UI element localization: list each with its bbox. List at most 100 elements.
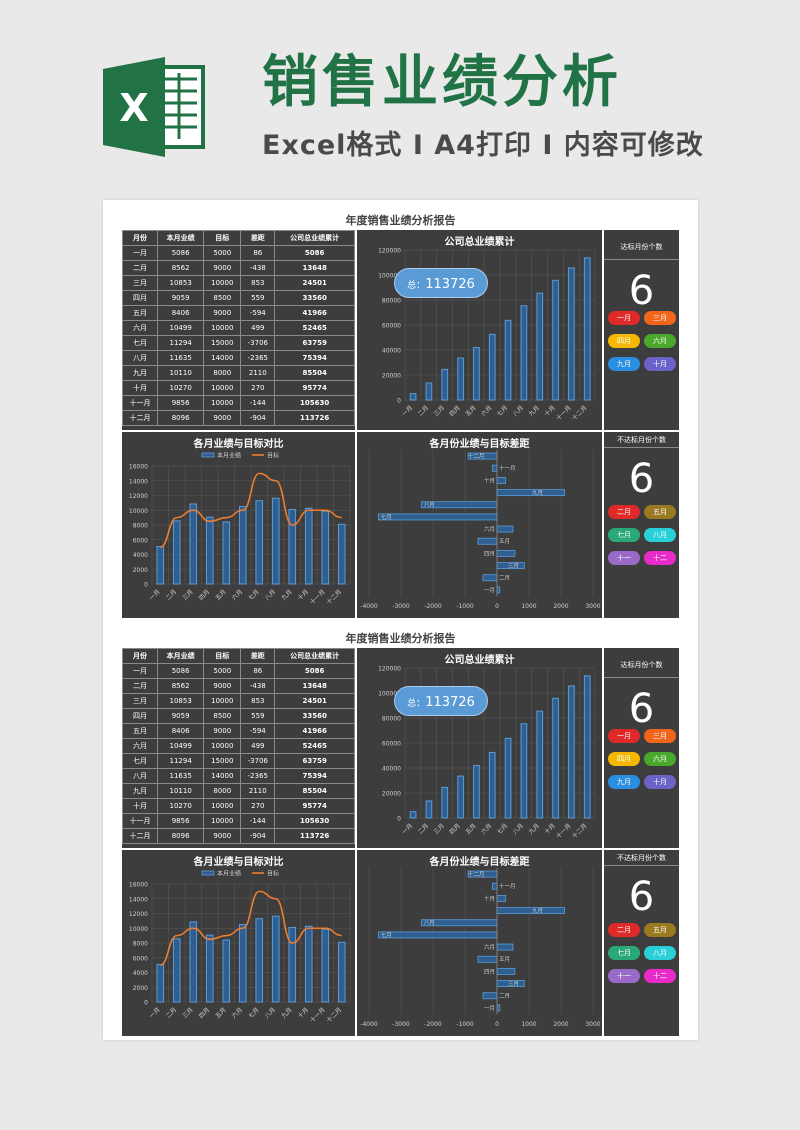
category-label: 九月 (532, 906, 543, 914)
table-cell-actual: 9059 (157, 708, 205, 724)
gap-bar (482, 992, 498, 1000)
category-label: 一月 (484, 587, 495, 594)
month-pill: 九月 (608, 357, 640, 371)
x-tick-label: 三月 (181, 588, 194, 601)
table-cell-actual: 10110 (157, 783, 205, 799)
x-tick-label: 十一月 (554, 404, 572, 422)
actual-bar (321, 928, 330, 1003)
compare-chart: 0 2000 4000 6000 8000 10000 12000 14000 16000 一月二… (129, 452, 351, 606)
category-label: 七月 (381, 931, 392, 939)
category-label: 四月 (484, 968, 495, 975)
reached-label: 达标月份个数 (620, 661, 663, 669)
x-tick-label: 三月 (181, 1006, 194, 1019)
gap-bar (496, 1004, 501, 1012)
table-cell-month: 十一月 (121, 813, 159, 829)
month-pill: 七月 (608, 946, 640, 960)
cumulative-bar (568, 685, 575, 819)
sales-table-panel: 月份 本月业绩 目标 差距 公司总业绩累计 一月 5086 5000 86 5086 二月 8562 9… (121, 230, 355, 430)
x-tick-label: -3000 (392, 603, 410, 610)
target-line (159, 472, 342, 548)
month-pill: 五月 (644, 923, 676, 937)
x-tick-label: 四月 (448, 822, 461, 835)
x-tick-label: -1000 (456, 1021, 474, 1028)
table-cell-actual: 11635 (157, 350, 205, 366)
table-cell-target: 14000 (203, 350, 242, 366)
table-cell-diff: -3706 (240, 335, 276, 351)
y-tick-label: 2000 (133, 567, 148, 574)
legend-label: 目标 (267, 870, 279, 878)
x-tick-label: 八月 (512, 404, 525, 417)
x-tick-label: 六月 (230, 588, 244, 602)
table-cell-month: 一月 (121, 663, 159, 679)
divider (604, 677, 679, 678)
cumulative-bar (536, 292, 544, 401)
x-tick-label: 八月 (264, 1006, 277, 1019)
y-tick-label: 0 (397, 398, 401, 405)
y-tick-label: 80000 (382, 298, 401, 305)
actual-bar (238, 924, 247, 1003)
gap-bar (482, 574, 498, 582)
gap-bar (496, 525, 514, 533)
gap-bar (496, 586, 501, 594)
table-cell-actual: 11294 (157, 753, 205, 769)
header: X 销售业绩分析 Excel格式 I A4打印 I 内容可修改 (0, 0, 800, 200)
table-cell-cum: 95774 (274, 380, 355, 396)
table-cell-month: 八月 (121, 350, 159, 366)
table-cell-month: 十二月 (121, 410, 159, 426)
table-cell-cum: 105630 (274, 395, 355, 411)
category-label: 五月 (499, 538, 510, 545)
x-tick-label: 十月 (543, 822, 557, 836)
gap-bar (496, 967, 516, 975)
x-tick-label: -4000 (360, 603, 378, 610)
table-cell-diff: -594 (240, 305, 276, 321)
gap-chart-panel: 各月份业绩与目标差距 -4000 -3000 -2000 -1000 0 1000 2000… (357, 432, 602, 618)
table-header-cell: 差距 (240, 648, 276, 664)
table-cell-cum: 5086 (274, 663, 355, 679)
cumulative-bar (441, 368, 449, 401)
table-cell-cum: 24501 (274, 693, 355, 709)
table-cell-diff: 2110 (240, 783, 276, 799)
total-badge: 总：113726 (394, 268, 488, 298)
gap-bar (477, 537, 498, 545)
y-tick-label: 0 (397, 816, 401, 823)
gap-bar (477, 955, 498, 963)
y-tick-label: 100000 (378, 273, 401, 280)
y-tick-label: 100000 (378, 691, 401, 698)
table-cell-month: 三月 (121, 275, 159, 291)
y-tick-label: 120000 (378, 666, 401, 673)
table-row: 十一月 9856 10000 -144 105630 (121, 395, 355, 411)
cumulative-bar (504, 737, 512, 819)
table-cell-cum: 13648 (274, 678, 355, 694)
x-tick-label: 九月 (527, 404, 541, 418)
table-row: 一月 5086 5000 86 5086 (121, 663, 355, 679)
table-row: 十月 10270 10000 270 95774 (121, 380, 355, 396)
month-pill: 五月 (644, 505, 676, 519)
x-tick-label: 十二月 (325, 1006, 343, 1024)
actual-bar (288, 926, 297, 1003)
page-subtitle: Excel格式 I A4打印 I 内容可修改 (262, 130, 704, 161)
chart-title: 各月业绩与目标对比 (193, 439, 284, 450)
cumulative-chart-panel: 公司总业绩累计 0 20000 40000 60000 80000 100000 12000… (357, 648, 602, 848)
table-cell-actual: 10499 (157, 320, 205, 336)
table-cell-diff: -144 (240, 813, 276, 829)
total-value: 113726 (425, 277, 475, 292)
table-cell-actual: 10853 (157, 275, 205, 291)
table-cell-diff: 270 (240, 380, 276, 396)
table-cell-actual: 10110 (157, 365, 205, 381)
y-tick-label: 0 (144, 1000, 148, 1007)
month-pill: 十月 (644, 357, 676, 371)
table-cell-target: 10000 (203, 320, 242, 336)
table-cell-diff: -904 (240, 828, 276, 844)
report-section: 年度销售业绩分析报告 月份 本月业绩 目标 差距 公司总业绩累计 一月 5086 5000 86… (103, 200, 698, 618)
y-tick-label: 20000 (382, 373, 401, 380)
actual-bar (238, 506, 247, 585)
table-row: 六月 10499 10000 499 52465 (121, 320, 355, 336)
compare-chart: 0 2000 4000 6000 8000 10000 12000 14000 16000 一月二… (129, 870, 351, 1024)
x-tick-label: 2000 (553, 603, 568, 610)
actual-bar (337, 523, 346, 585)
y-tick-label: 10000 (129, 926, 148, 933)
x-tick-label: 十月 (296, 1006, 310, 1020)
x-tick-label: 十二月 (570, 404, 588, 422)
table-cell-cum: 5086 (274, 245, 355, 261)
